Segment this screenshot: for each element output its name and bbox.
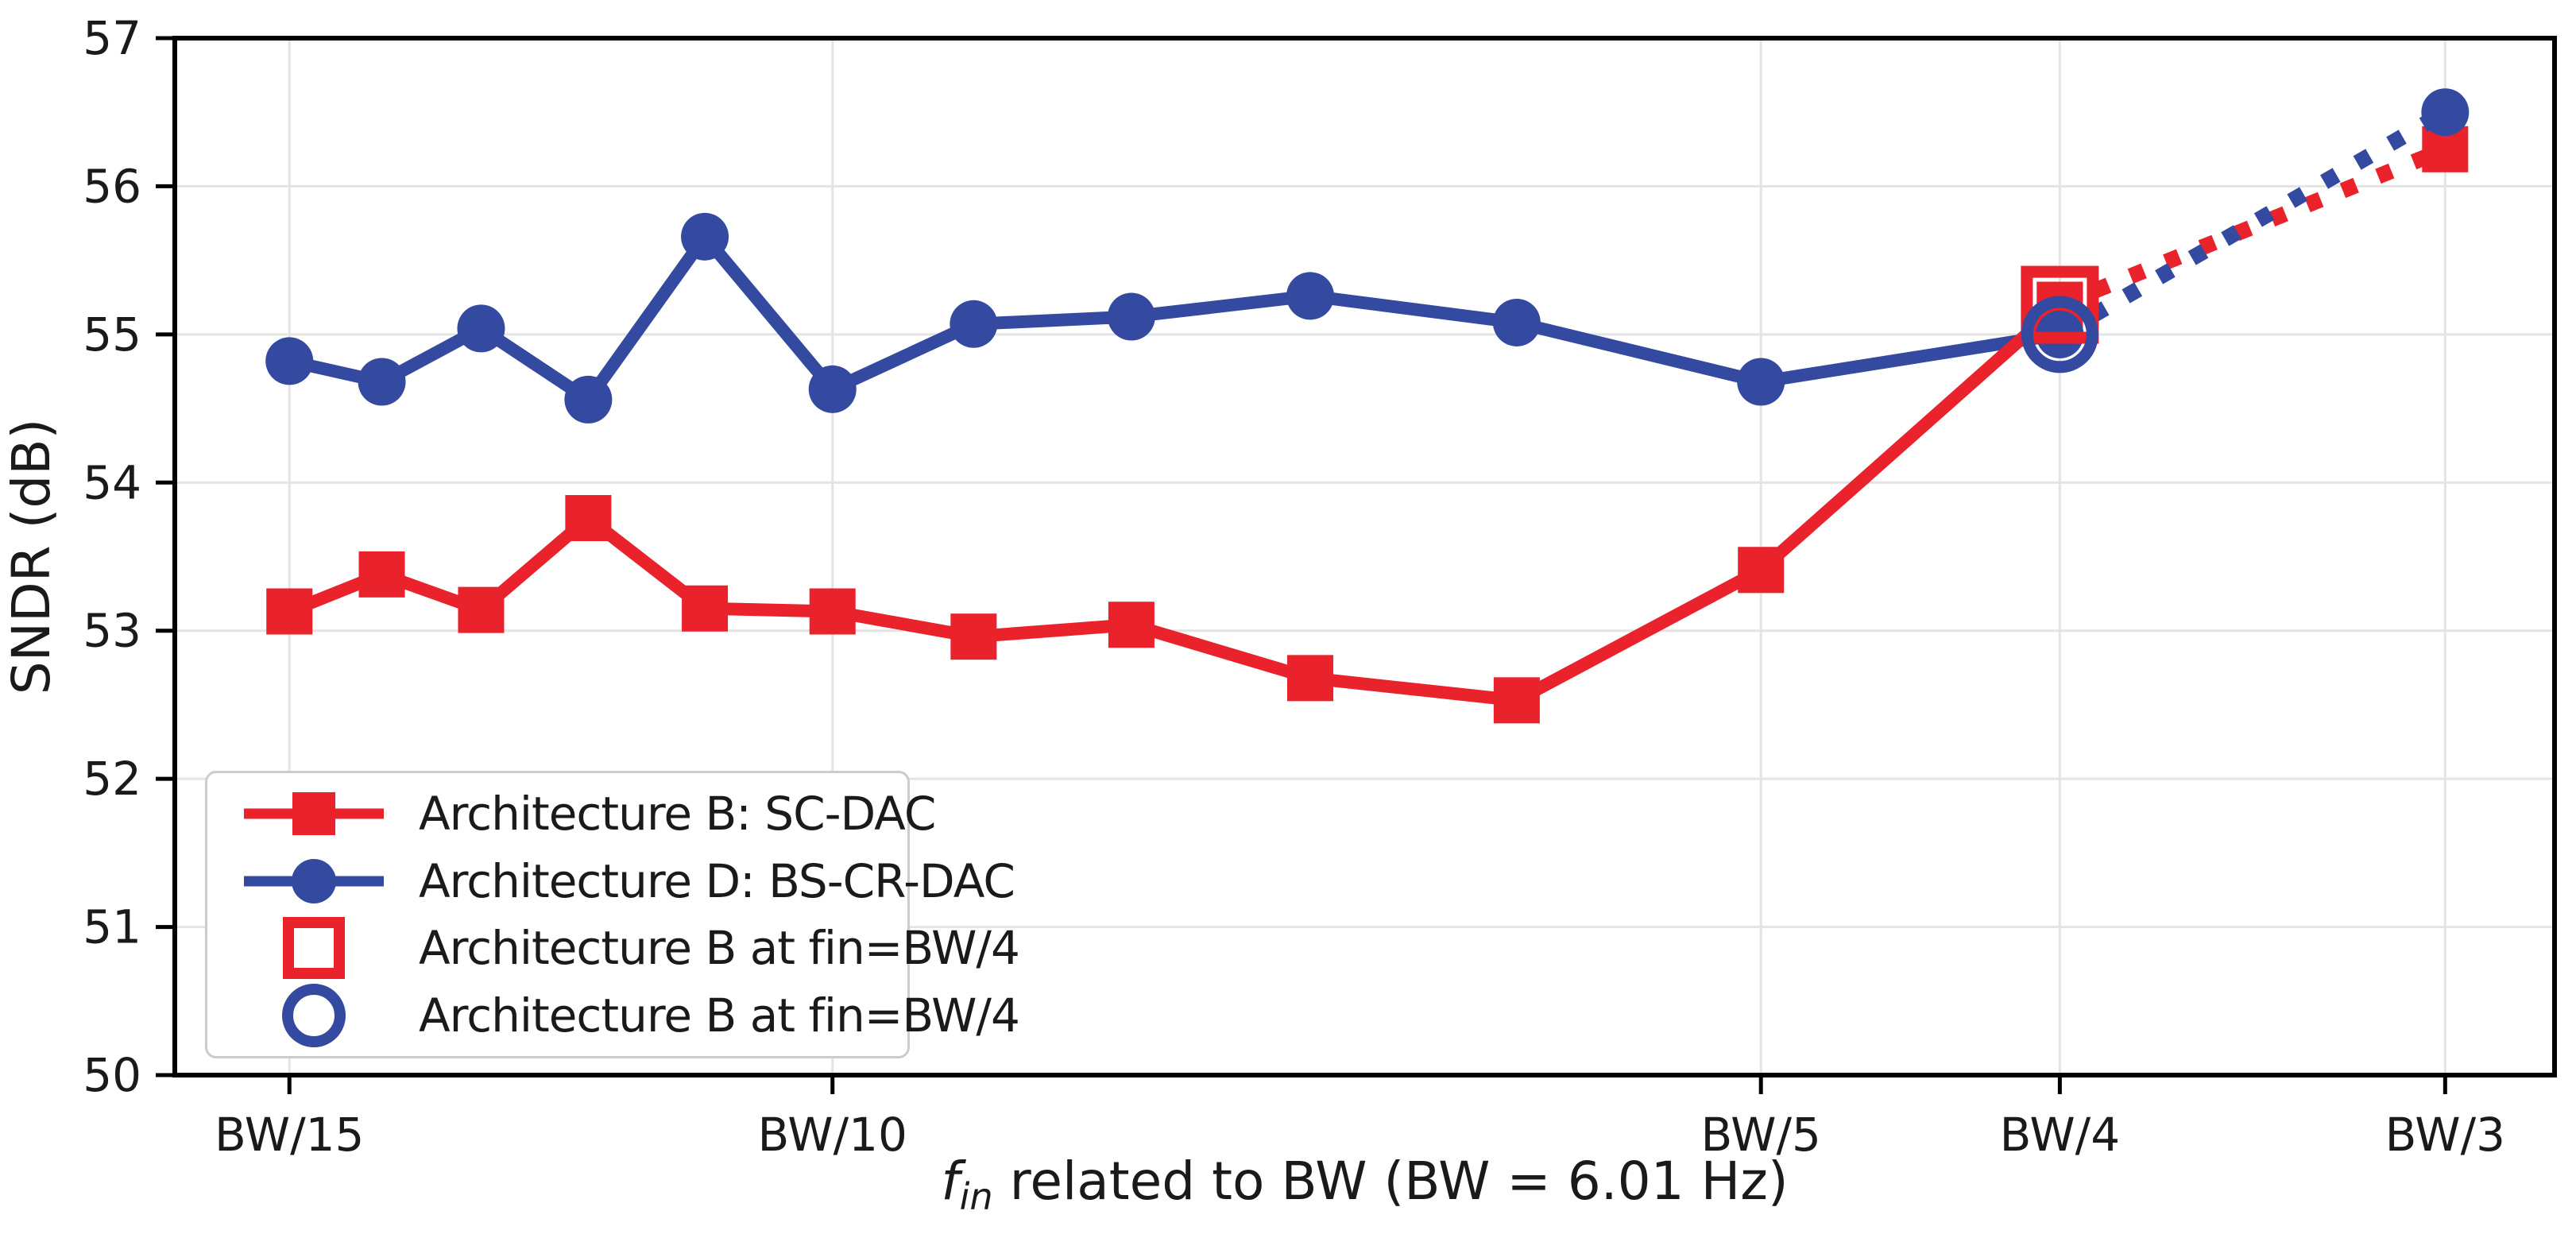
data-point-marker [1492, 298, 1541, 346]
axis-ticks [156, 36, 2447, 1094]
data-point-marker [809, 588, 856, 635]
y-tick-label: 54 [83, 455, 141, 509]
legend-item-1: Architecture D: BS-CR-DAC [234, 848, 1015, 915]
series-0-path [287, 300, 2064, 707]
legend-item-0: Architecture B: SC-DAC [234, 780, 936, 847]
x-tick-label: BW/10 [758, 1108, 907, 1162]
data-point-marker [950, 300, 998, 348]
data-point-marker [950, 613, 997, 660]
x-tick-label: BW/5 [1700, 1108, 1821, 1162]
series-2-dotted [2036, 126, 2469, 328]
data-point-marker [457, 304, 505, 353]
legend-square [292, 791, 335, 835]
y-tick-label: 52 [83, 752, 141, 806]
y-tick-label: 55 [83, 308, 141, 362]
data-point-marker [1108, 602, 1155, 648]
legend-box: Architecture B: SC-DAC Architecture D: BS… [205, 771, 1020, 1058]
series-1-path [288, 226, 2061, 408]
data-point-marker [564, 375, 613, 424]
data-point-marker [1107, 292, 1155, 341]
data-point-marker [681, 212, 729, 261]
plot-frame [172, 36, 2557, 1077]
legend-item-label: Architecture B at fin=BW/4 [419, 988, 1020, 1043]
series-0-line [266, 281, 2083, 724]
data-point-marker [2421, 88, 2470, 137]
data-point-marker [1286, 655, 1333, 702]
data-point-marker [458, 586, 505, 633]
data-point-marker [1738, 547, 1785, 594]
x-axis-label-variable: f [941, 1151, 960, 1212]
data-point-marker [358, 358, 406, 406]
legend-item-2: Architecture B at fin=BW/4 [234, 915, 1020, 981]
x-tick-label: BW/15 [215, 1108, 364, 1162]
legend-marker-open-circle-icon [282, 984, 346, 1048]
x-axis-label-text: related to BW (BW = 6.01 Hz) [992, 1151, 1789, 1212]
x-tick-label: BW/4 [2000, 1108, 2121, 1162]
open-square-marker [2021, 265, 2099, 344]
y-axis-label: SNDR (dB) [1, 419, 62, 695]
data-point-marker [1286, 272, 1334, 320]
legend-circle [292, 858, 336, 903]
series-3-dotted [2036, 88, 2470, 358]
x-axis-label-subscript: in [959, 1174, 993, 1218]
data-point-marker [682, 585, 729, 632]
legend-marker-circle-line-icon [244, 858, 384, 903]
legend-marker-open-square-icon [283, 917, 345, 980]
data-point-marker [266, 588, 313, 635]
legend-item-label: Architecture B at fin=BW/4 [419, 921, 1020, 976]
data-point-marker [265, 337, 314, 385]
legend-open-circle [282, 984, 346, 1048]
legend-marker-square-line-icon [244, 791, 384, 835]
legend-open-square [283, 917, 345, 980]
x-tick-label: BW/3 [2385, 1108, 2506, 1162]
y-tick-label: 51 [83, 900, 141, 954]
y-tick-label: 56 [83, 159, 141, 213]
legend-item-label: Architecture D: BS-CR-DAC [419, 853, 1015, 908]
series-2-path [2056, 141, 2449, 312]
y-tick-label: 57 [83, 11, 141, 65]
y-tick-label: 50 [83, 1048, 141, 1102]
legend-item-label: Architecture B: SC-DAC [419, 786, 936, 841]
x-axis-label: fin related to BW (BW = 6.01 Hz) [175, 1151, 2555, 1218]
open-circle-marker [2021, 296, 2098, 373]
data-point-marker [808, 365, 857, 413]
data-point-marker [1737, 358, 1785, 406]
series-3-path [2056, 105, 2450, 342]
data-point-marker [358, 551, 405, 598]
data-point-marker [565, 495, 612, 542]
y-tick-label: 53 [83, 604, 141, 658]
series-1-line [265, 212, 2084, 424]
data-point-marker [1493, 677, 1540, 724]
legend-item-3: Architecture B at fin=BW/4 [234, 982, 1020, 1049]
